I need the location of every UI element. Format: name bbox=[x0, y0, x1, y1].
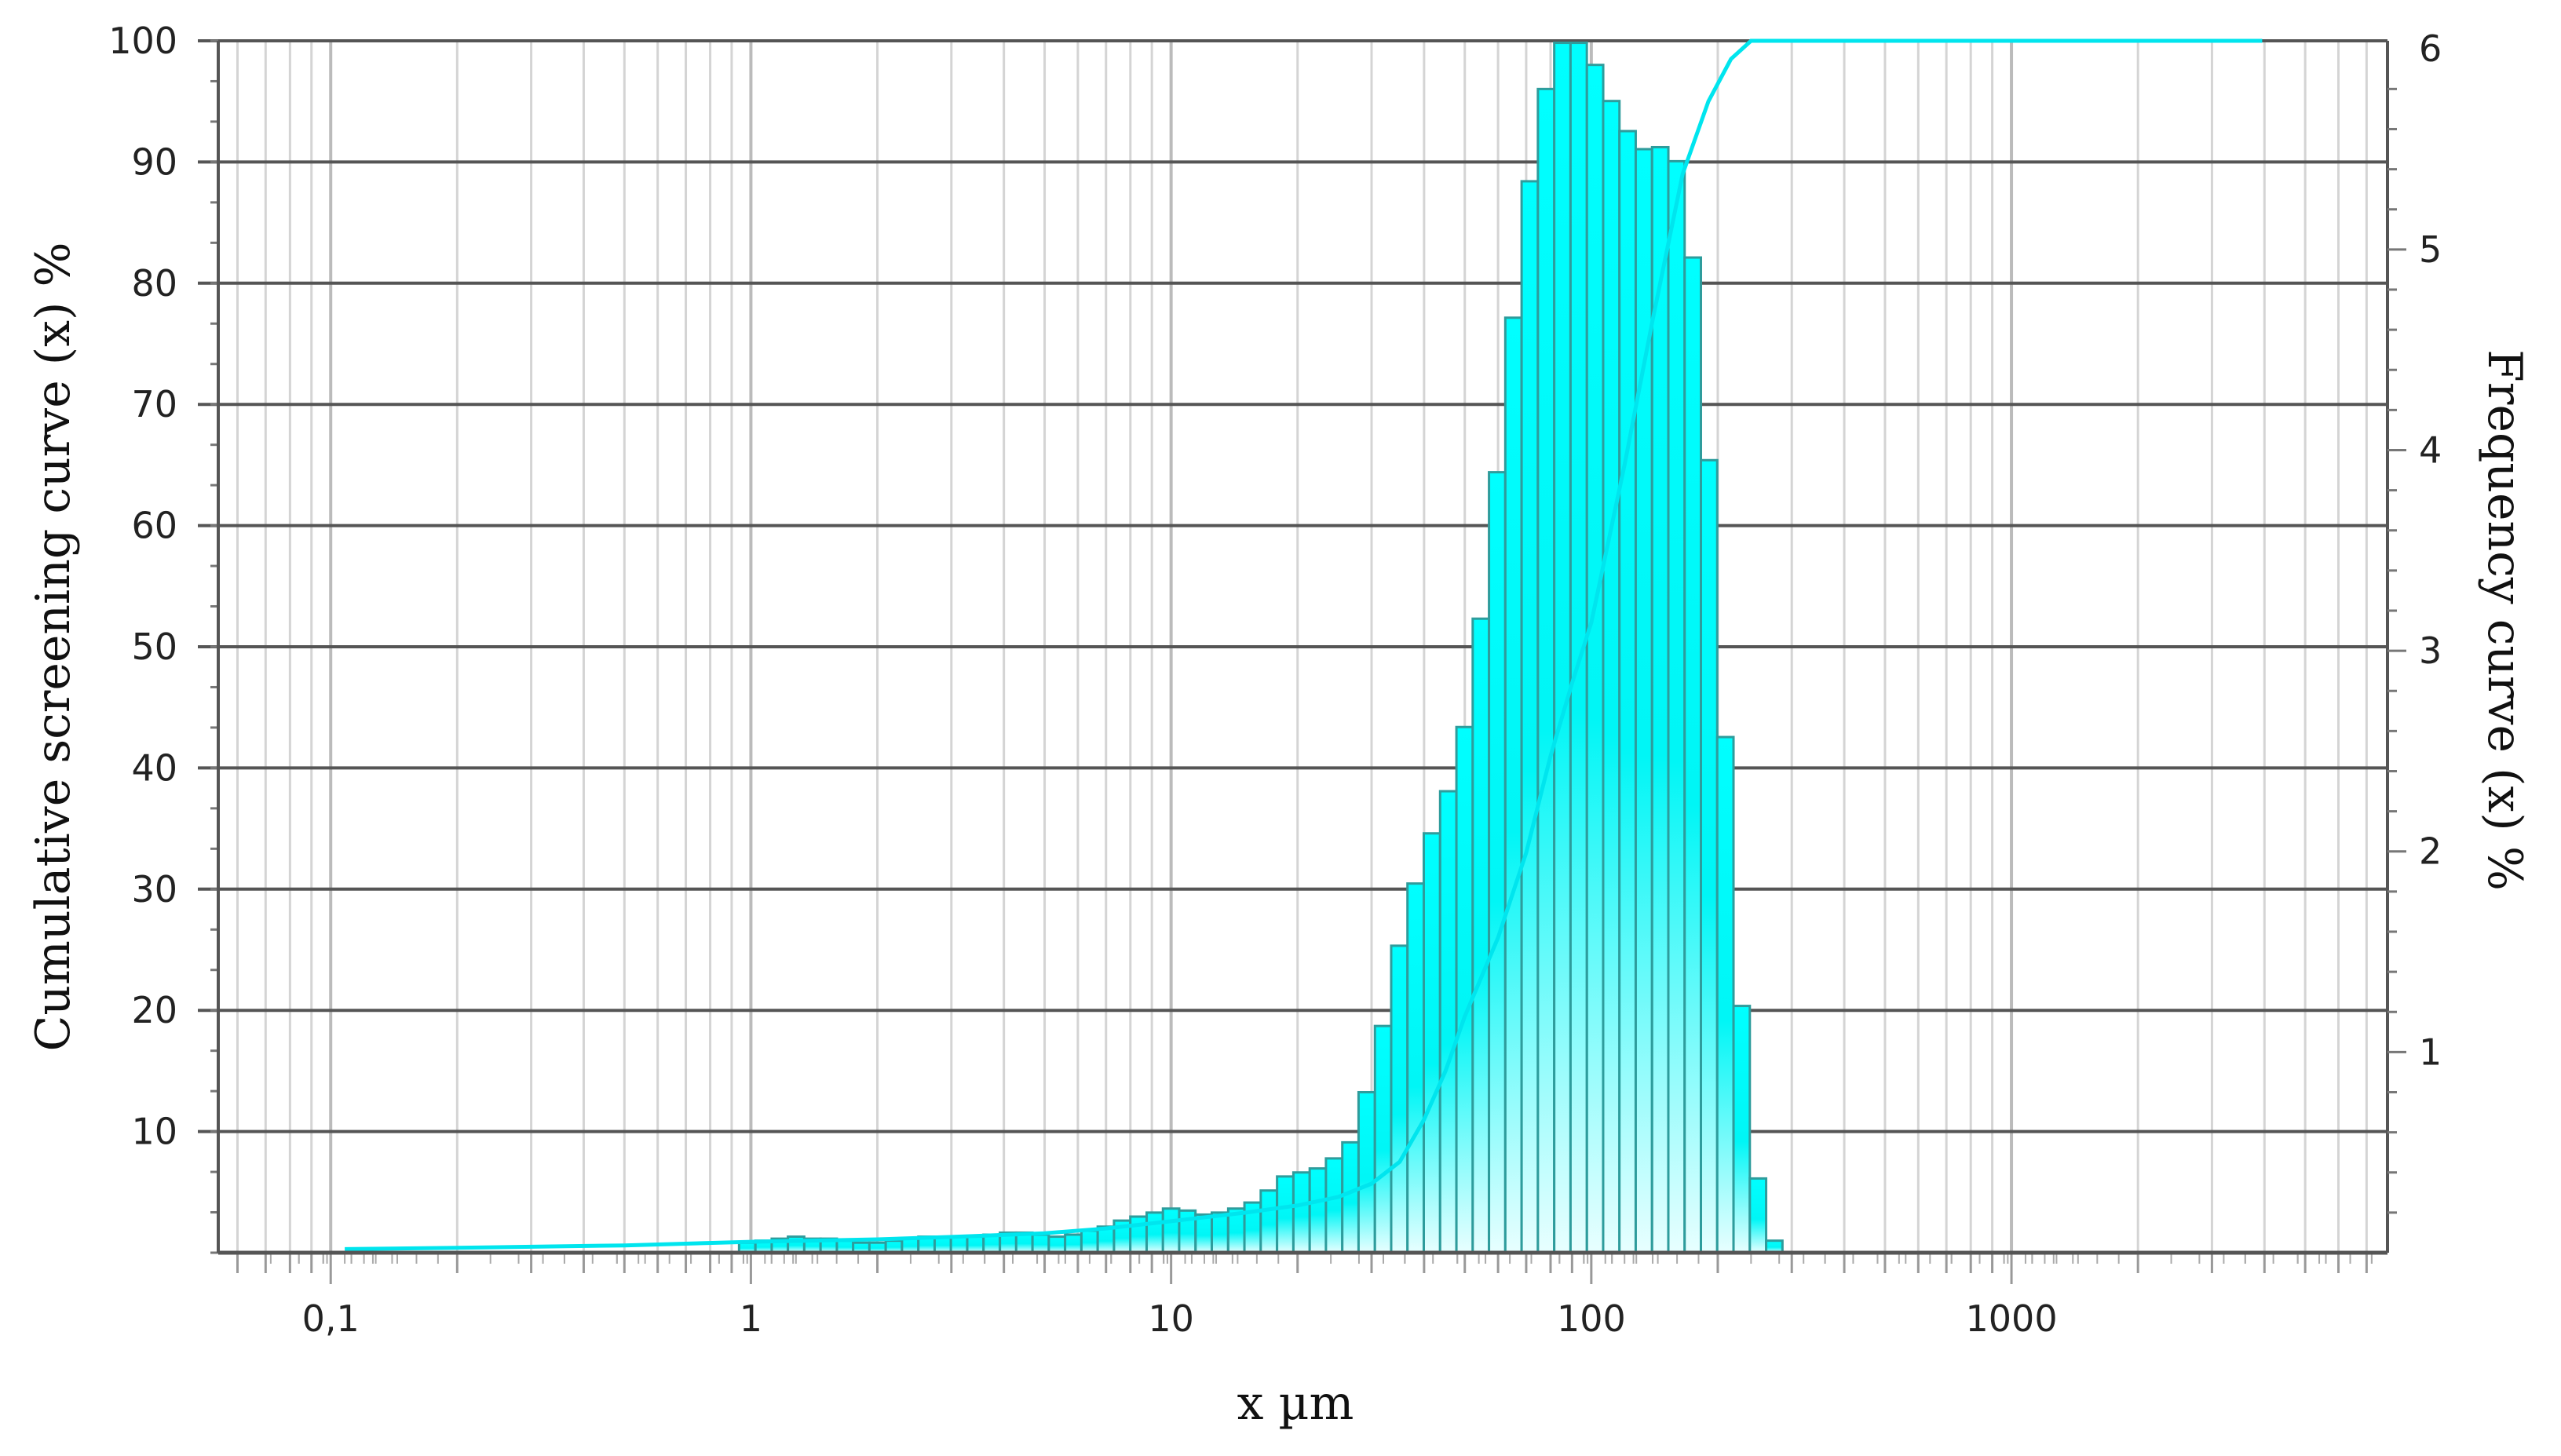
frequency-bar bbox=[1276, 1175, 1295, 1254]
frequency-bar bbox=[1259, 1189, 1279, 1254]
frequency-bar bbox=[949, 1235, 969, 1254]
y-tick-label: 20 bbox=[131, 989, 177, 1031]
frequency-bar bbox=[1129, 1215, 1148, 1254]
frequency-bar bbox=[1618, 130, 1637, 1254]
frequency-bar bbox=[1031, 1233, 1050, 1254]
frequency-bar bbox=[966, 1235, 985, 1254]
frequency-bar bbox=[1471, 617, 1491, 1254]
y-tick-label: 40 bbox=[131, 746, 177, 789]
tick-labels: 0,1 1 10 100 1000 10 20 30 40 50 60 70 80 90 100 1 2 3 4 5 6 bbox=[108, 20, 2442, 1340]
y-tick-label: 50 bbox=[131, 626, 177, 668]
frequency-bar bbox=[1406, 882, 1425, 1254]
frequency-bar bbox=[1553, 42, 1572, 1254]
y2-axis-title: Frequency curve (x) % bbox=[2477, 349, 2532, 891]
frequency-bar bbox=[1161, 1207, 1181, 1254]
x-tick-label: 1000 bbox=[1966, 1297, 2058, 1340]
frequency-bar bbox=[1748, 1177, 1768, 1254]
frequency-bar bbox=[1667, 159, 1686, 1254]
y-tick-label: 70 bbox=[131, 383, 177, 425]
frequency-bar bbox=[1047, 1235, 1067, 1254]
y-tick-label: 60 bbox=[131, 505, 177, 547]
frequency-bar bbox=[1422, 832, 1441, 1254]
y-tick-label: 100 bbox=[108, 20, 177, 62]
frequency-bar bbox=[1210, 1211, 1229, 1254]
frequency-bar bbox=[1488, 471, 1507, 1254]
frequency-bar bbox=[1308, 1167, 1328, 1254]
frequency-bar bbox=[1324, 1157, 1344, 1254]
frequency-bar bbox=[1291, 1171, 1311, 1254]
y2-tick-label: 5 bbox=[2419, 228, 2442, 271]
y2-tick-label: 2 bbox=[2419, 830, 2442, 873]
x-axis-title: x µm bbox=[1237, 1376, 1354, 1431]
frequency-bar bbox=[1536, 87, 1556, 1254]
major-gridlines bbox=[198, 39, 2387, 1133]
frequency-bar bbox=[901, 1237, 920, 1254]
frequency-bar bbox=[1585, 64, 1605, 1254]
y-axis-title: Cumulative screening curve (x) % bbox=[26, 242, 81, 1051]
x-tick-label: 100 bbox=[1557, 1297, 1626, 1340]
y2-tick-label: 1 bbox=[2419, 1031, 2442, 1073]
y2-tick-label: 4 bbox=[2419, 429, 2442, 471]
frequency-bar bbox=[1373, 1024, 1393, 1254]
y2-tick-label: 3 bbox=[2419, 629, 2442, 672]
frequency-bar bbox=[1455, 725, 1474, 1254]
frequency-bar bbox=[1715, 735, 1735, 1254]
frequency-bar bbox=[1602, 100, 1621, 1254]
cumulative-curve bbox=[345, 38, 2263, 1251]
y-tick-label: 10 bbox=[131, 1111, 177, 1153]
y2-tick-label: 6 bbox=[2419, 27, 2442, 70]
frequency-bar bbox=[1080, 1229, 1099, 1254]
y-tick-label: 80 bbox=[131, 262, 177, 305]
y-tick-label: 90 bbox=[131, 140, 177, 183]
frequency-bar bbox=[1145, 1211, 1164, 1254]
y-tick-label: 30 bbox=[131, 868, 177, 910]
frequency-bar bbox=[1503, 316, 1523, 1254]
frequency-bar bbox=[1390, 944, 1409, 1254]
frequency-bar bbox=[1732, 1005, 1752, 1254]
frequency-bar bbox=[1520, 180, 1540, 1254]
frequency-bar bbox=[1341, 1140, 1360, 1254]
frequency-bar bbox=[1438, 790, 1458, 1254]
axes bbox=[210, 39, 2406, 1284]
x-tick-label: 1 bbox=[740, 1297, 762, 1340]
frequency-bar bbox=[1700, 458, 1719, 1254]
frequency-bar bbox=[1064, 1233, 1083, 1254]
x-tick-label: 10 bbox=[1148, 1297, 1194, 1340]
frequency-bar bbox=[1194, 1213, 1214, 1254]
frequency-bar bbox=[1357, 1090, 1376, 1254]
frequency-bar bbox=[1634, 148, 1653, 1254]
frequency-bar bbox=[1683, 256, 1703, 1254]
x-tick-label: 0,1 bbox=[302, 1297, 360, 1340]
